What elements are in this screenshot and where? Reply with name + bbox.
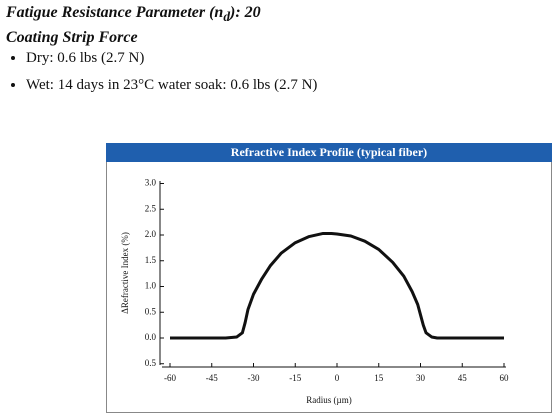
chart: Refractive Index Profile (typical fiber)… — [106, 143, 552, 413]
x-tick-label: 30 — [416, 373, 426, 383]
heading-text: ): 20 — [230, 4, 261, 21]
y-tick-label: 3.0 — [145, 178, 157, 188]
profile-line — [170, 231, 504, 340]
x-tick-label: 0 — [335, 373, 340, 383]
x-tick-label: -30 — [248, 373, 260, 383]
y-axis-label: ΔRefractive Index (%) — [120, 232, 130, 314]
heading: Fatigue Resistance Parameter (nd): 20 — [6, 4, 261, 25]
x-tick-label: -15 — [289, 373, 301, 383]
chart-title: Refractive Index Profile (typical fiber) — [231, 145, 427, 159]
subheading: Coating Strip Force — [6, 29, 138, 46]
y-tick-label: 1.0 — [145, 281, 157, 291]
x-tick-label: 45 — [458, 373, 468, 383]
bullet: Dry: 0.6 lbs (2.7 N) — [26, 50, 317, 67]
x-tick-label: 60 — [500, 373, 510, 383]
y-tick-label: 0.5 — [145, 358, 157, 368]
y-tick-label: 0.5 — [145, 306, 157, 316]
y-tick-label: 2.5 — [145, 203, 157, 213]
y-tick-label: 2.0 — [145, 229, 157, 239]
x-tick-label: -45 — [206, 373, 218, 383]
x-axis-label: Radius (µm) — [306, 395, 351, 405]
y-tick-label: 1.5 — [145, 255, 157, 265]
heading-text: Fatigue Resistance Parameter (n — [6, 4, 224, 21]
bullet-list: Dry: 0.6 lbs (2.7 N) Wet: 14 days in 23°… — [0, 50, 317, 104]
y-tick-label: 0.0 — [145, 332, 157, 342]
x-tick-label: 15 — [374, 373, 384, 383]
x-tick-label: -60 — [164, 373, 176, 383]
chart-frame — [106, 143, 552, 413]
chart-header — [106, 143, 552, 162]
bullet: Wet: 14 days in 23°C water soak: 0.6 lbs… — [26, 77, 317, 94]
heading-subscript: d — [223, 9, 230, 25]
